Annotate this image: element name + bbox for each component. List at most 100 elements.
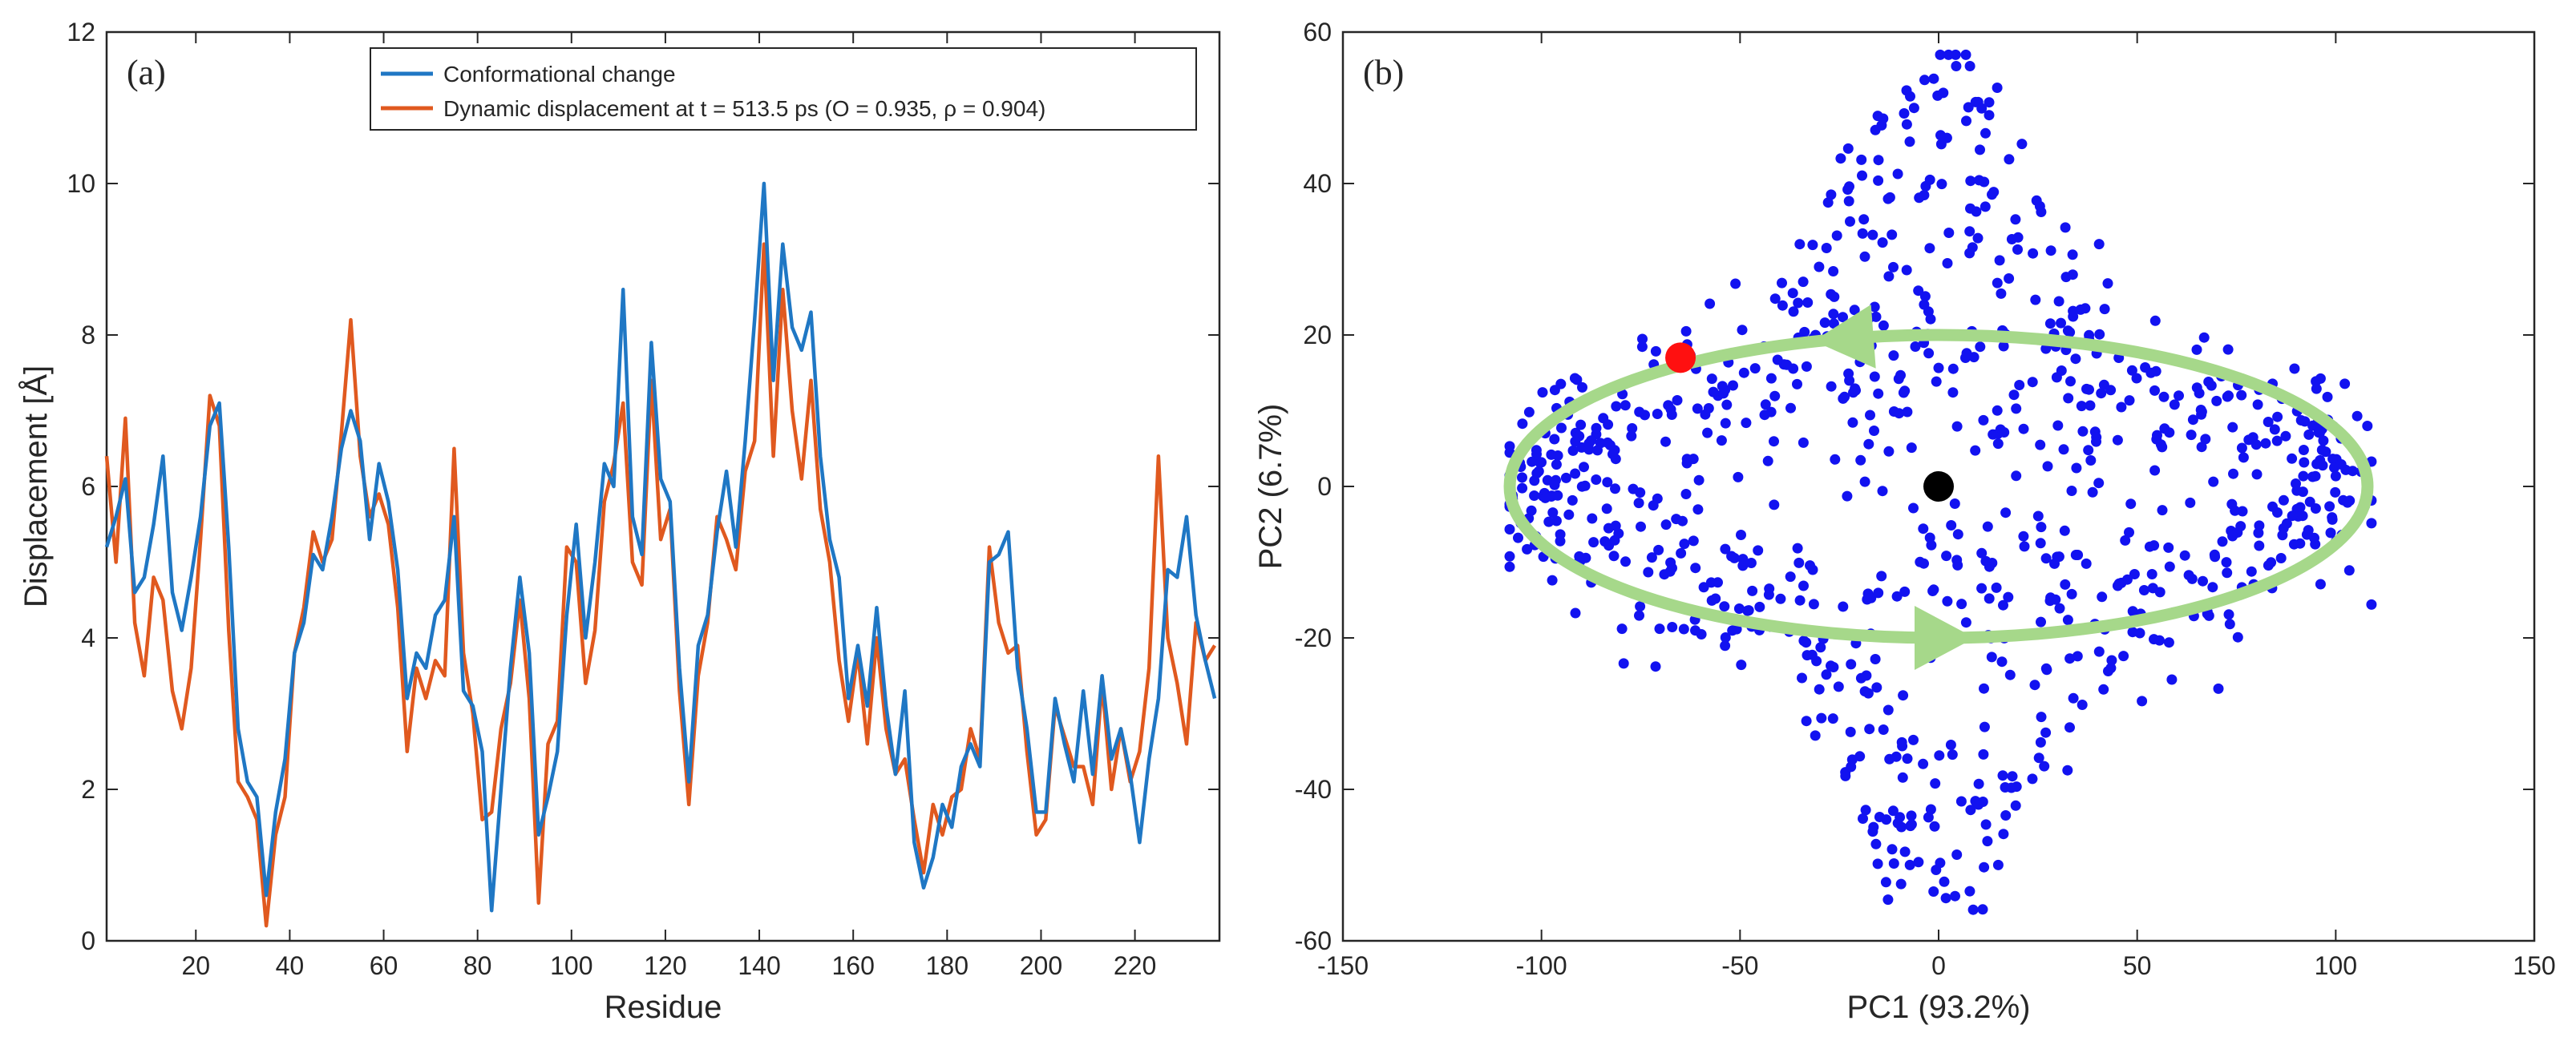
y-tick-label-b: 60: [1303, 18, 1332, 46]
scatter-point: [1706, 373, 1717, 385]
scatter-point: [2035, 439, 2046, 450]
scatter-point: [2322, 391, 2333, 402]
scatter-point: [1887, 844, 1898, 855]
scatter-point: [2000, 507, 2012, 518]
scatter-point: [1964, 248, 1975, 259]
scatter-point: [1708, 386, 1719, 397]
scatter-point: [2054, 603, 2065, 614]
scatter-point: [1826, 189, 1837, 200]
scatter-point: [1859, 686, 1870, 697]
scatter-point: [1792, 378, 1802, 389]
scatter-point: [2207, 582, 2218, 593]
scatter-point: [2014, 380, 2025, 390]
scatter-point: [1988, 187, 2000, 198]
scatter-point: [1679, 539, 1690, 550]
scatter-point: [1935, 49, 1946, 60]
scatter-point: [1935, 130, 1946, 141]
scatter-point: [2272, 411, 2283, 422]
scatter-point: [1716, 435, 1727, 446]
scatter-point: [1942, 258, 1953, 268]
scatter-point: [1996, 288, 2007, 299]
scatter-point: [1869, 371, 1880, 382]
scatter-point: [1973, 778, 1984, 789]
scatter-point: [2250, 439, 2262, 450]
scatter-point: [2011, 470, 2022, 482]
scatter-point: [1945, 740, 1956, 750]
scatter-point: [2287, 510, 2298, 522]
scatter-point: [2036, 712, 2047, 723]
scatter-point: [2010, 800, 2021, 811]
scatter-point: [1858, 813, 1868, 824]
scatter-point: [2191, 344, 2202, 355]
scatter-point: [1901, 264, 1912, 276]
scatter-point: [1801, 361, 1812, 372]
scatter-point: [2116, 401, 2127, 413]
scatter-point: [1730, 278, 1741, 289]
x-tick-label-a: 80: [463, 951, 492, 980]
scatter-point: [2310, 503, 2321, 514]
x-tick-label-b: 100: [2315, 951, 2357, 980]
scatter-point: [1939, 876, 1950, 887]
x-tick-label-b: 0: [1931, 951, 1946, 980]
y-tick-label-a: 6: [81, 472, 95, 501]
scatter-point: [1728, 380, 1738, 391]
scatter-point: [1567, 494, 1578, 506]
scatter-point: [1650, 661, 1661, 672]
y-tick-label-a: 12: [67, 18, 95, 46]
scatter-point: [1960, 49, 1971, 60]
scatter-point: [1924, 532, 1935, 543]
scatter-point: [1603, 419, 1614, 430]
scatter-point: [1567, 445, 1579, 456]
scatter-point: [2040, 727, 2052, 738]
scatter-point: [1964, 886, 1975, 897]
scatter-point: [1868, 821, 1879, 833]
scatter-point: [1741, 418, 1752, 429]
scatter-point: [1873, 587, 1884, 599]
scatter-point: [1814, 261, 1825, 272]
scatter-point: [1843, 196, 1854, 207]
scatter-point: [2058, 444, 2069, 455]
scatter-point: [2008, 389, 2020, 401]
panel-a: 20 40 60 80 100 120 140 160 180 200 220 0 2 4 6 8 10 12 (…: [18, 18, 1221, 1025]
scatter-point: [1971, 206, 1982, 217]
scatter-point: [1860, 805, 1871, 816]
scatter-point: [1951, 555, 1963, 566]
scatter-point: [2093, 646, 2105, 657]
scatter-point: [1794, 239, 1806, 250]
scatter-point: [1923, 812, 1934, 823]
scatter-point: [1986, 652, 1997, 663]
scatter-point: [1928, 584, 1939, 595]
scatter-point: [2213, 683, 2224, 694]
scatter-point: [1947, 387, 1959, 398]
scatter-point: [2147, 583, 2158, 594]
scatter-point: [1965, 176, 1976, 187]
scatter-point: [1876, 571, 1887, 582]
scatter-point: [1994, 255, 2005, 266]
scatter-point: [1914, 192, 1925, 204]
scatter-point: [1816, 712, 1827, 724]
scatter-point: [1527, 456, 1538, 467]
scatter-point: [1551, 459, 1562, 470]
scatter-point: [2040, 343, 2052, 354]
y-tick-label-a: 4: [81, 623, 95, 652]
scatter-point: [1798, 580, 1809, 591]
scatter-point: [1618, 658, 1629, 669]
scatter-point: [1830, 454, 1841, 465]
scatter-point: [1588, 537, 1599, 548]
scatter-point: [1792, 543, 1803, 554]
scatter-point: [2137, 696, 2148, 707]
scatter-point: [1504, 524, 1515, 535]
scatter-point: [1829, 291, 1840, 302]
scatter-point: [1838, 601, 1849, 612]
y-tick-label-a: 10: [67, 169, 95, 198]
y-tick-label-b: -40: [1295, 775, 1332, 804]
scatter-point: [1925, 804, 1936, 815]
scatter-point: [2310, 470, 2321, 482]
scatter-point: [2112, 434, 2123, 446]
y-tick-label-b: -60: [1295, 926, 1332, 955]
scatter-point: [1888, 406, 1899, 417]
scatter-point: [2030, 294, 2041, 305]
scatter-point: [1769, 499, 1780, 510]
scatter-point: [1583, 438, 1595, 449]
scatter-point: [1859, 251, 1870, 262]
